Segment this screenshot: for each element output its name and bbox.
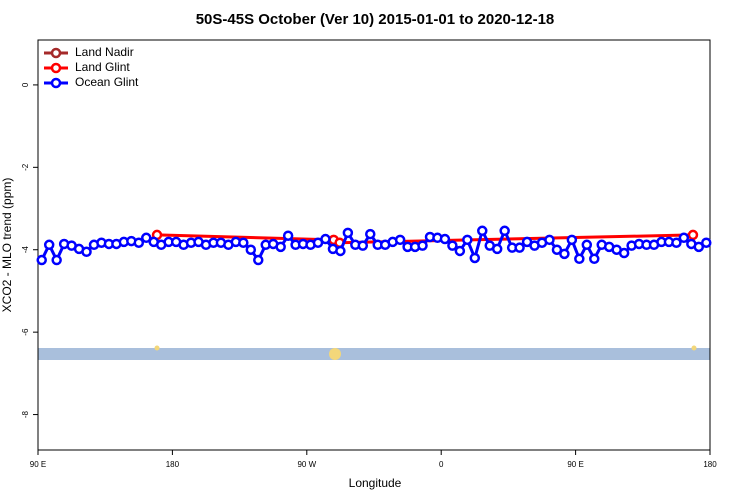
data-point <box>477 225 488 237</box>
data-point <box>357 240 369 251</box>
data-point <box>253 254 264 266</box>
data-point <box>365 228 376 240</box>
legend-marker <box>50 77 62 89</box>
legend-label: Land Nadir <box>75 45 134 59</box>
data-point <box>447 240 458 251</box>
data-point <box>701 237 712 248</box>
data-point <box>618 247 630 259</box>
legend-label: Ocean Glint <box>75 75 139 89</box>
data-point <box>454 245 466 257</box>
data-point <box>589 253 600 265</box>
data-point <box>43 239 55 251</box>
x-axis-label: Longitude <box>349 476 402 490</box>
x-tick-label: 0 <box>439 460 444 469</box>
data-point <box>559 248 570 260</box>
data-point <box>574 253 585 265</box>
data-point <box>238 237 249 248</box>
legend-marker <box>50 62 62 74</box>
data-point <box>491 243 503 255</box>
data-point <box>693 241 705 253</box>
y-tick-label: -2 <box>21 163 30 171</box>
data-point <box>335 245 346 257</box>
data-point <box>36 254 47 266</box>
data-point <box>81 246 92 258</box>
data-point <box>671 237 682 248</box>
y-tick-label: -4 <box>21 246 30 254</box>
land-marker <box>154 345 160 351</box>
data-point <box>141 232 152 244</box>
land-marker <box>691 345 697 351</box>
y-tick-label: 0 <box>21 82 30 87</box>
data-point <box>566 234 578 246</box>
x-tick-label: 180 <box>166 460 180 469</box>
x-tick-label: 180 <box>703 460 717 469</box>
data-point <box>417 240 428 251</box>
data-point <box>133 237 145 248</box>
data-point <box>394 234 406 246</box>
data-point <box>275 241 286 253</box>
data-point <box>469 252 481 264</box>
legend-label: Land Glint <box>75 60 130 74</box>
data-point <box>342 227 354 239</box>
data-point <box>514 242 525 253</box>
data-point <box>687 229 699 241</box>
data-point <box>462 234 473 246</box>
surface-strip <box>38 348 710 360</box>
x-tick-label: 90 W <box>297 460 316 469</box>
data-point <box>282 230 294 241</box>
y-axis-label: XCO2 - MLO trend (ppm) <box>0 178 14 313</box>
data-point <box>320 233 331 245</box>
data-point <box>551 244 563 255</box>
chart-title: 50S-45S October (Ver 10) 2015-01-01 to 2… <box>196 11 555 28</box>
data-point <box>439 233 451 245</box>
x-tick-label: 90 E <box>30 460 46 469</box>
data-point <box>544 234 555 246</box>
data-point <box>678 232 690 244</box>
y-tick-label: -6 <box>21 328 30 336</box>
land-marker <box>329 348 341 360</box>
data-point <box>499 225 510 237</box>
legend-marker <box>50 47 62 59</box>
data-point <box>51 254 62 266</box>
y-tick-label: -8 <box>21 410 30 418</box>
data-point <box>245 244 257 255</box>
x-tick-label: 90 E <box>567 460 583 469</box>
data-point <box>581 239 593 251</box>
